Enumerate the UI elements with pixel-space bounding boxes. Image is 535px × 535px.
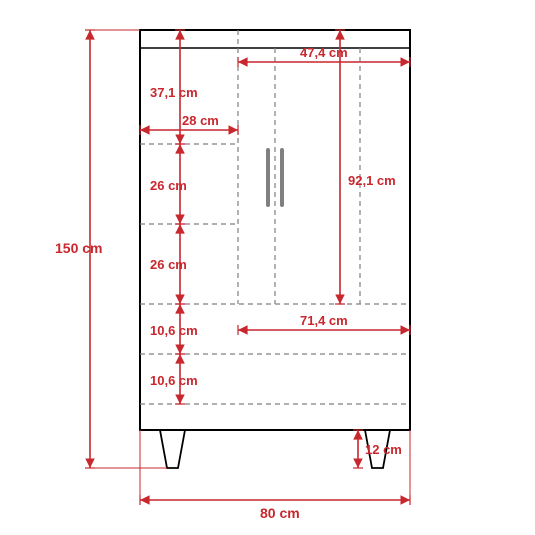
dimension-drawing: 150 cm80 cm37,1 cm28 cm47,4 cm26 cm26 cm… — [0, 0, 535, 535]
dim-label-d106b: 10,6 cm — [150, 373, 198, 388]
dim-label-d921: 92,1 cm — [348, 173, 396, 188]
dim-label-d12: 12 cm — [365, 442, 402, 457]
dim-label-d371: 37,1 cm — [150, 85, 198, 100]
dim-label-d26a: 26 cm — [150, 178, 187, 193]
dim-label-d26b: 26 cm — [150, 257, 187, 272]
dim-label-d28: 28 cm — [182, 113, 219, 128]
dim-label-d714: 71,4 cm — [300, 313, 348, 328]
dim-label-width: 80 cm — [260, 505, 300, 521]
diagram-stage: 150 cm80 cm37,1 cm28 cm47,4 cm26 cm26 cm… — [0, 0, 535, 535]
leg-left — [160, 430, 185, 468]
dim-label-d106a: 10,6 cm — [150, 323, 198, 338]
dim-label-height: 150 cm — [55, 240, 102, 256]
